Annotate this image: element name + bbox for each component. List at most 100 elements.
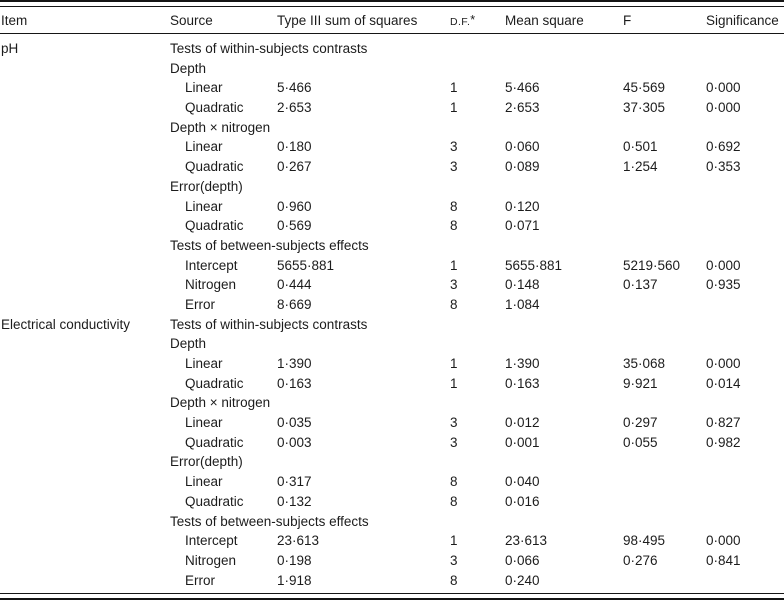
cell-f: 37·305 <box>623 100 666 116</box>
cell-df: 3 <box>450 552 458 568</box>
cell-source: Quadratic <box>185 493 244 509</box>
cell-source: Tests of between-subjects effects <box>170 513 369 529</box>
cell-df: 8 <box>450 296 458 312</box>
cell-ss: 0·035 <box>277 415 312 431</box>
cell-ms: 2·653 <box>505 100 540 116</box>
col-header-mean-square: Mean square <box>505 13 584 28</box>
cell-source: Tests of within-subjects contrasts <box>170 41 368 56</box>
cell-source: Quadratic <box>185 100 244 116</box>
cell-sig: 0·000 <box>706 533 741 549</box>
cell-source: Nitrogen <box>185 552 237 568</box>
table-row: Quadratic 0·132 8 0·016 <box>0 492 784 512</box>
cell-df: 8 <box>450 572 458 588</box>
cell-ms: 0·040 <box>505 474 540 490</box>
cell-df: 8 <box>450 218 458 234</box>
cell-ms: 1·390 <box>505 356 540 371</box>
cell-ms: 0·148 <box>505 277 540 293</box>
cell-df: 1 <box>450 80 458 96</box>
cell-source: Error(depth) <box>170 454 243 470</box>
cell-df: 8 <box>450 474 458 490</box>
cell-ss: 5·466 <box>277 80 312 96</box>
cell-ss: 2·653 <box>277 100 312 116</box>
table-row: Depth × nitrogen <box>0 393 784 413</box>
cell-ms: 0·012 <box>505 415 540 431</box>
cell-ms: 0·060 <box>505 139 540 155</box>
cell-item: Electrical conductivity <box>1 316 131 332</box>
cell-df: 8 <box>450 493 458 509</box>
cell-ss: 0·569 <box>277 218 312 234</box>
cell-source: Linear <box>185 474 223 490</box>
cell-sig: 0·000 <box>706 356 741 371</box>
table-row: Linear 0·317 8 0·040 <box>0 472 784 492</box>
cell-ms: 0·016 <box>505 493 540 509</box>
cell-ss: 0·960 <box>277 198 312 214</box>
cell-ss: 5655·881 <box>277 257 335 273</box>
cell-source: Tests of between-subjects effects <box>170 237 369 253</box>
cell-sig: 0·014 <box>706 375 741 391</box>
table-row: Quadratic 2·653 1 2·653 37·305 0·000 <box>0 98 784 118</box>
table-header: Item Source Type III sum of squares D.F.… <box>0 8 784 33</box>
cell-ms: 0·089 <box>505 159 540 175</box>
cell-ss: 0·003 <box>277 434 312 450</box>
cell-df: 1 <box>450 356 458 371</box>
cell-ss: 0·267 <box>277 159 312 175</box>
cell-source: Error <box>185 572 215 588</box>
cell-sig: 0·982 <box>706 434 741 450</box>
cell-source: Error(depth) <box>170 178 243 194</box>
cell-df: 1 <box>450 375 458 391</box>
cell-ss: 0·163 <box>277 375 312 391</box>
col-header-significance: Significance <box>706 13 779 28</box>
table-row: Linear 0·960 8 0·120 <box>0 197 784 217</box>
cell-sig: 0·841 <box>706 552 741 568</box>
table-row: Quadratic 0·163 1 0·163 9·921 0·014 <box>0 374 784 394</box>
table-row: Intercept 5655·881 1 5655·881 5219·560 0·000 <box>0 256 784 276</box>
cell-source: Quadratic <box>185 218 244 234</box>
cell-f: 1·254 <box>623 159 658 175</box>
df-footnote-asterisk: * <box>470 13 476 27</box>
cell-ss: 8·669 <box>277 296 312 312</box>
cell-f: 0·137 <box>623 277 658 293</box>
cell-f: 0·276 <box>623 552 658 568</box>
table-row: Electrical conductivity Tests of within-s… <box>0 315 784 335</box>
col-header-df: D.F.* <box>450 8 475 35</box>
col-header-type3ss: Type III sum of squares <box>277 13 418 28</box>
cell-sig: 0·692 <box>706 139 741 155</box>
cell-f: 45·569 <box>623 80 666 96</box>
table-row: Tests of between-subjects effects <box>0 512 784 532</box>
cell-f: 5219·560 <box>623 257 681 273</box>
cell-ss: 0·317 <box>277 474 312 490</box>
col-header-item: Item <box>1 13 28 28</box>
cell-source: Linear <box>185 415 223 431</box>
cell-ms: 0·001 <box>505 434 540 450</box>
cell-ms: 0·071 <box>505 218 540 234</box>
table-row: pH Tests of within-subjects contrasts <box>0 39 784 59</box>
header-underline-rule <box>0 33 784 34</box>
cell-ms: 0·163 <box>505 375 540 391</box>
table-row: Error 1·918 8 0·240 <box>0 571 784 591</box>
cell-f: 0·297 <box>623 415 658 431</box>
table-row: Depth × nitrogen <box>0 118 784 138</box>
df-label: D.F. <box>450 16 471 28</box>
cell-ms: 1·084 <box>505 296 540 312</box>
cell-source: Tests of within-subjects contrasts <box>170 316 368 332</box>
cell-source: Linear <box>185 139 223 155</box>
cell-f: 0·055 <box>623 434 658 450</box>
cell-f: 0·501 <box>623 139 658 155</box>
cell-df: 1 <box>450 533 458 549</box>
cell-ms: 5·466 <box>505 80 540 96</box>
cell-df: 3 <box>450 415 458 431</box>
cell-source: Intercept <box>185 257 238 273</box>
cell-sig: 0·935 <box>706 277 741 293</box>
cell-source: Depth <box>170 60 207 76</box>
cell-ss: 1·918 <box>277 572 312 588</box>
cell-df: 3 <box>450 434 458 450</box>
cell-ss: 0·444 <box>277 277 312 293</box>
table-row: Linear 5·466 1 5·466 45·569 0·000 <box>0 78 784 98</box>
cell-source: Depth × nitrogen <box>170 395 271 411</box>
cell-item: pH <box>1 41 19 56</box>
col-header-f: F <box>623 13 632 28</box>
table-row: Quadratic 0·569 8 0·071 <box>0 216 784 236</box>
cell-source: Linear <box>185 198 223 214</box>
cell-ms: 0·240 <box>505 572 540 588</box>
cell-ss: 1·390 <box>277 356 312 371</box>
